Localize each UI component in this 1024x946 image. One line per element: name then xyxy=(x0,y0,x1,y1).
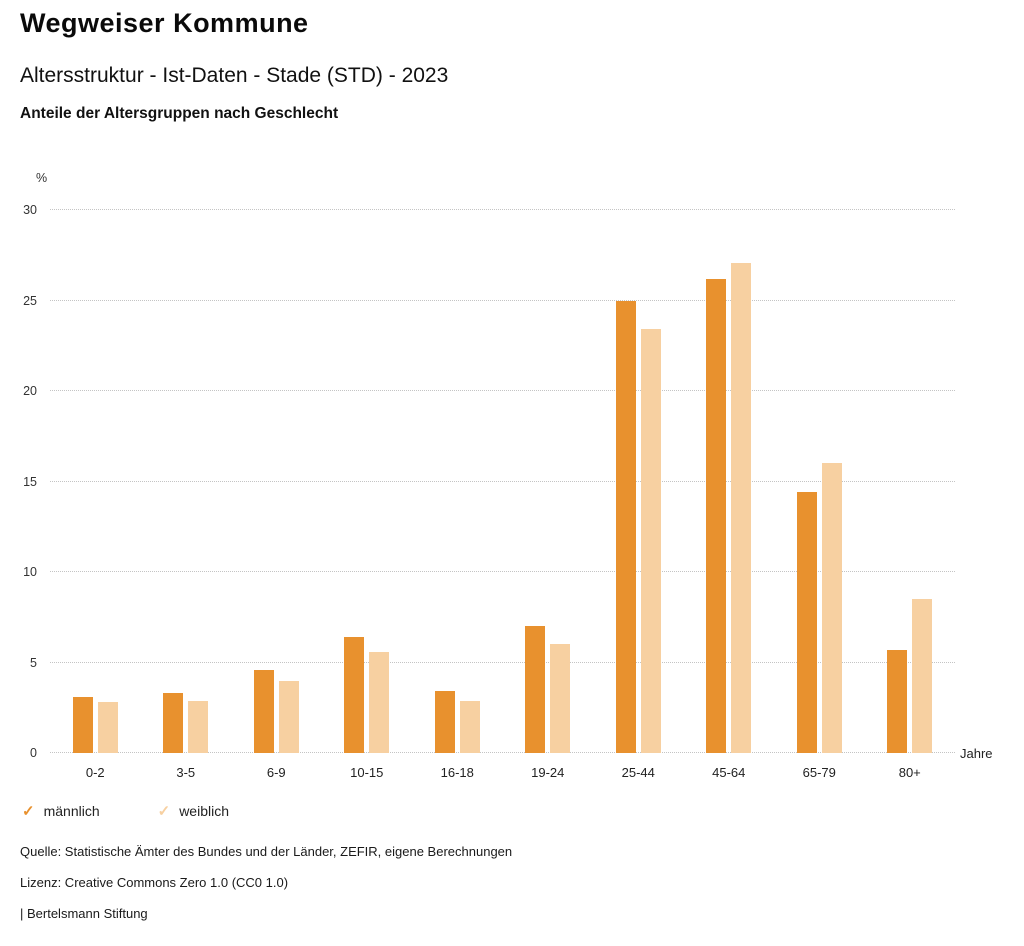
legend-label: weiblich xyxy=(179,803,229,819)
gridline-0 xyxy=(50,752,955,753)
y-tick-label-15: 15 xyxy=(23,474,37,489)
bar-weiblich-0-2[interactable] xyxy=(97,702,118,753)
bar-männlich-6-9[interactable] xyxy=(253,669,274,753)
legend-check-icon: ✓ xyxy=(157,802,171,820)
source-note: Quelle: Statistische Ämter des Bundes un… xyxy=(20,844,513,859)
chart-heading: Anteile der Altersgruppen nach Geschlech… xyxy=(20,105,339,122)
legend: ✓ männlich ✓ weiblich xyxy=(22,803,229,819)
legend-label: männlich xyxy=(43,803,100,819)
bar-group-25-44 xyxy=(593,210,684,753)
x-tick-label-3-5: 3-5 xyxy=(176,765,196,780)
bar-group-16-18 xyxy=(412,210,503,753)
gridline-5 xyxy=(50,661,955,663)
bar-weiblich-25-44[interactable] xyxy=(640,329,661,753)
bar-weiblich-65-79[interactable] xyxy=(821,463,842,753)
bar-group-65-79 xyxy=(774,210,865,753)
gridline-15 xyxy=(50,480,955,482)
legend-item-männlich[interactable]: ✓ männlich xyxy=(22,803,100,819)
x-tick-label-6-9: 6-9 xyxy=(266,765,286,780)
y-tick-label-0: 0 xyxy=(30,746,37,760)
bar-männlich-0-2[interactable] xyxy=(72,696,93,753)
bar-männlich-19-24[interactable] xyxy=(525,626,546,753)
bar-männlich-65-79[interactable] xyxy=(796,492,817,753)
bar-group-80+ xyxy=(865,210,956,753)
x-tick-label-80+: 80+ xyxy=(898,765,921,780)
bar-groups xyxy=(50,210,955,753)
x-tick-label-65-79: 65-79 xyxy=(802,765,836,780)
bar-group-0-2 xyxy=(50,210,141,753)
y-tick-label-25: 25 xyxy=(23,293,37,308)
bar-group-45-64 xyxy=(684,210,775,753)
bar-group-3-5 xyxy=(141,210,232,753)
x-tick-label-45-64: 45-64 xyxy=(712,765,746,780)
y-tick-label-5: 5 xyxy=(30,655,37,670)
bar-weiblich-16-18[interactable] xyxy=(459,700,480,753)
bar-weiblich-19-24[interactable] xyxy=(550,644,571,753)
bar-weiblich-10-15[interactable] xyxy=(369,651,390,753)
plot-area: 0 5 10 15 20 25 30 xyxy=(23,203,955,760)
gridline-10 xyxy=(50,571,955,572)
bar-weiblich-6-9[interactable] xyxy=(278,680,299,753)
x-tick-label-0-2: 0-2 xyxy=(85,765,105,780)
bar-weiblich-3-5[interactable] xyxy=(188,700,209,753)
x-axis-labels: 0-2 3-5 6-9 10-15 16-18 19-24 25-44 45-64 65-79 8… xyxy=(50,765,955,780)
attribution: | Bertelsmann Stiftung xyxy=(20,906,148,921)
x-tick-label-16-18: 16-18 xyxy=(440,765,474,780)
legend-item-weiblich[interactable]: ✓ weiblich xyxy=(158,803,229,819)
bar-group-6-9 xyxy=(231,210,322,753)
x-tick-label-19-24: 19-24 xyxy=(531,765,565,780)
bar-männlich-25-44[interactable] xyxy=(615,300,636,753)
y-tick-label-20: 20 xyxy=(23,384,37,398)
license-note: Lizenz: Creative Commons Zero 1.0 (CC0 1… xyxy=(20,875,289,890)
bar-group-10-15 xyxy=(322,210,413,753)
gridline-25 xyxy=(50,299,955,301)
bar-männlich-16-18[interactable] xyxy=(434,691,455,753)
page-title: Wegweiser Kommune xyxy=(20,8,309,38)
bar-männlich-3-5[interactable] xyxy=(163,693,184,753)
bar-männlich-10-15[interactable] xyxy=(344,637,365,753)
y-tick-label-30: 30 xyxy=(23,203,37,217)
bar-weiblich-80+[interactable] xyxy=(912,599,933,753)
y-axis-unit-label: % xyxy=(36,171,48,185)
x-tick-label-25-44: 25-44 xyxy=(621,765,655,780)
legend-check-icon: ✓ xyxy=(22,802,35,820)
bar-männlich-45-64[interactable] xyxy=(706,278,727,753)
y-tick-label-10: 10 xyxy=(23,565,37,579)
x-tick-label-10-15: 10-15 xyxy=(350,765,384,780)
gridline-30 xyxy=(50,209,955,210)
gridline-20 xyxy=(50,390,955,391)
bar-group-19-24 xyxy=(503,210,594,753)
bar-männlich-80+[interactable] xyxy=(887,649,908,753)
x-axis-unit-label: Jahre xyxy=(960,746,993,761)
chart-subtitle: Altersstruktur - Ist-Daten - Stade (STD)… xyxy=(20,64,449,87)
bar-weiblich-45-64[interactable] xyxy=(731,262,752,753)
